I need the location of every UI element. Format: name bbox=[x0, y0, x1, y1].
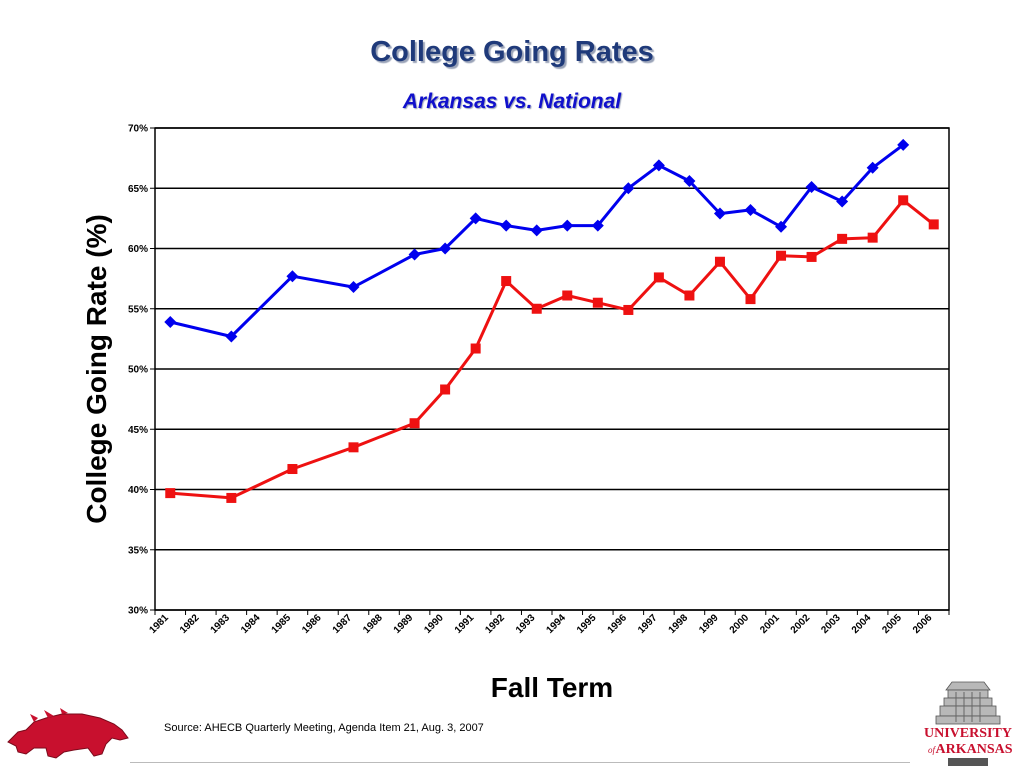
data-point-national bbox=[164, 316, 177, 329]
data-point-arkansas bbox=[165, 488, 176, 499]
razorback-hog-logo bbox=[7, 708, 129, 759]
x-tick-label: 1997 bbox=[636, 612, 660, 636]
data-point-national bbox=[408, 248, 421, 261]
y-axis-label: College Going Rate (%) bbox=[81, 214, 112, 524]
gridlines bbox=[155, 127, 949, 611]
footer-divider bbox=[130, 762, 910, 763]
data-point-national bbox=[561, 219, 574, 232]
data-point-arkansas bbox=[623, 304, 634, 315]
data-point-arkansas bbox=[898, 195, 909, 206]
x-tick-label: 1985 bbox=[270, 612, 294, 636]
x-tick-label: 2001 bbox=[758, 612, 782, 636]
x-tick-label: 2005 bbox=[880, 612, 904, 636]
x-tick-label: 1994 bbox=[544, 612, 568, 636]
data-point-national bbox=[500, 219, 513, 232]
data-point-national bbox=[775, 220, 788, 233]
x-tick-label: 2002 bbox=[789, 612, 813, 636]
data-point-arkansas bbox=[592, 297, 603, 308]
x-tick-label: 2003 bbox=[819, 612, 843, 636]
logo-line2: ARKANSAS bbox=[935, 742, 1012, 757]
data-point-arkansas bbox=[531, 303, 542, 314]
logo-line2-prefix: of bbox=[928, 745, 937, 755]
data-point-arkansas bbox=[409, 418, 420, 429]
x-tick-label: 1984 bbox=[239, 612, 263, 636]
x-tick-label: 1988 bbox=[361, 612, 385, 636]
data-point-national bbox=[805, 181, 818, 194]
data-point-arkansas bbox=[562, 290, 573, 301]
x-axis: 1981 1982 1983 1984 1985 1986 1987 1988 1989 1990… bbox=[147, 610, 950, 636]
x-tick-label: 2006 bbox=[911, 612, 935, 636]
data-point-arkansas bbox=[440, 384, 451, 395]
x-tick-label: 2004 bbox=[850, 612, 874, 636]
x-tick-label: 1990 bbox=[422, 612, 446, 636]
data-point-national bbox=[591, 219, 604, 232]
y-tick-label: 65% bbox=[128, 184, 148, 195]
x-tick-label: 1989 bbox=[392, 612, 416, 636]
y-tick-label: 30% bbox=[128, 606, 148, 617]
x-tick-label: 2000 bbox=[728, 612, 752, 636]
data-point-arkansas bbox=[806, 251, 817, 262]
x-tick-label: 1992 bbox=[483, 612, 507, 636]
data-point-arkansas bbox=[714, 256, 725, 267]
data-point-national bbox=[530, 224, 543, 237]
data-point-national bbox=[286, 270, 299, 283]
data-point-national bbox=[897, 138, 910, 151]
y-axis: 30% 35% 40% 45% 50% 55% 60% 65% 70% bbox=[128, 124, 155, 617]
x-tick-label: 1993 bbox=[514, 612, 538, 636]
y-tick-label: 50% bbox=[128, 365, 148, 376]
data-point-arkansas bbox=[653, 272, 664, 283]
y-tick-label: 70% bbox=[128, 124, 148, 135]
x-tick-label: 1987 bbox=[331, 612, 355, 636]
data-point-national bbox=[683, 175, 696, 188]
data-point-arkansas bbox=[501, 276, 512, 287]
data-point-national bbox=[652, 159, 665, 172]
data-point-arkansas bbox=[837, 233, 848, 244]
data-point-arkansas bbox=[928, 219, 939, 230]
data-point-national bbox=[744, 203, 757, 216]
data-point-national bbox=[347, 281, 360, 294]
data-point-national bbox=[713, 207, 726, 220]
y-tick-label: 60% bbox=[128, 244, 148, 255]
x-tick-label: 1981 bbox=[147, 612, 171, 636]
data-point-arkansas bbox=[867, 232, 878, 243]
logo-line1: UNIVERSITY bbox=[924, 726, 1012, 741]
data-point-arkansas bbox=[776, 250, 787, 261]
data-point-arkansas bbox=[287, 464, 298, 475]
data-point-arkansas bbox=[470, 343, 481, 354]
x-tick-label: 1991 bbox=[453, 612, 477, 636]
chart-title: College Going Rates bbox=[370, 36, 654, 68]
data-point-arkansas bbox=[684, 290, 695, 301]
data-point-arkansas bbox=[348, 442, 359, 453]
source-note: Source: AHECB Quarterly Meeting, Agenda … bbox=[164, 722, 484, 734]
x-tick-label: 1983 bbox=[209, 612, 233, 636]
data-point-national bbox=[622, 182, 635, 195]
x-axis-label: Fall Term bbox=[491, 672, 613, 703]
y-tick-label: 35% bbox=[128, 545, 148, 556]
x-tick-label: 1982 bbox=[178, 612, 202, 636]
x-tick-label: 1999 bbox=[697, 612, 721, 636]
data-point-national bbox=[469, 212, 482, 225]
data-point-arkansas bbox=[226, 492, 237, 503]
data-point-national bbox=[225, 330, 238, 343]
x-tick-label: 1995 bbox=[575, 612, 599, 636]
data-point-national bbox=[439, 242, 452, 255]
x-tick-label: 1986 bbox=[300, 612, 324, 636]
data-point-national bbox=[836, 195, 849, 208]
university-of-arkansas-logo: UNIVERSITY of ARKANSAS bbox=[918, 676, 1018, 773]
data-point-national bbox=[866, 161, 879, 174]
chart-subtitle: Arkansas vs. National bbox=[402, 90, 622, 113]
y-tick-label: 45% bbox=[128, 425, 148, 436]
series-line-arkansas bbox=[170, 198, 935, 500]
data-point-arkansas bbox=[745, 294, 756, 305]
series-group bbox=[164, 138, 939, 503]
y-tick-label: 55% bbox=[128, 304, 148, 315]
x-tick-label: 1998 bbox=[667, 612, 691, 636]
x-tick-label: 1996 bbox=[606, 612, 630, 636]
y-tick-label: 40% bbox=[128, 485, 148, 496]
